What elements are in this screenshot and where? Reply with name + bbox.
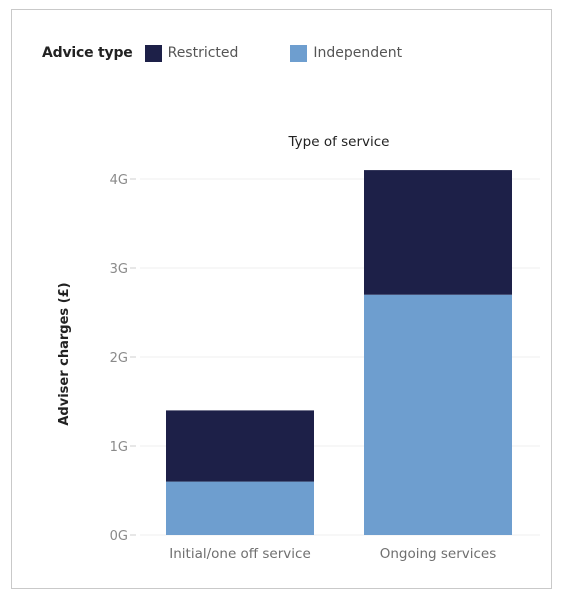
legend-label-restricted: Restricted	[167, 45, 239, 61]
bar-restricted-0[interactable]	[166, 410, 314, 482]
legend-swatch-restricted	[144, 44, 162, 62]
y-tick-label-4: 4G	[110, 173, 128, 188]
y-tick-label-2: 2G	[110, 351, 128, 366]
legend: Advice type Restricted Independent	[42, 42, 402, 64]
bar-restricted-1[interactable]	[364, 170, 512, 295]
legend-item-restricted[interactable]: Restricted	[144, 44, 239, 62]
bar-independent-0[interactable]	[166, 481, 314, 535]
x-category-label-1: Ongoing services	[380, 546, 497, 562]
y-tick-label-0: 0G	[110, 529, 128, 544]
bars	[166, 170, 512, 535]
legend-swatch-independent	[290, 44, 308, 62]
x-category-label-0: Initial/one off service	[169, 546, 311, 562]
legend-item-independent[interactable]: Independent	[290, 44, 403, 62]
y-tick-label-1: 1G	[110, 440, 128, 455]
x-axis-categories: Initial/one off service Ongoing services	[169, 546, 496, 562]
legend-label-independent: Independent	[313, 45, 403, 61]
y-tick-label-3: 3G	[110, 262, 128, 277]
bar-independent-1[interactable]	[364, 294, 512, 535]
chart-title: Type of service	[288, 134, 390, 150]
legend-title: Advice type	[42, 45, 133, 61]
y-axis-ticks: 0G 1G 2G 3G 4G	[110, 173, 136, 544]
y-axis-label: Adviser charges (£)	[57, 282, 72, 425]
